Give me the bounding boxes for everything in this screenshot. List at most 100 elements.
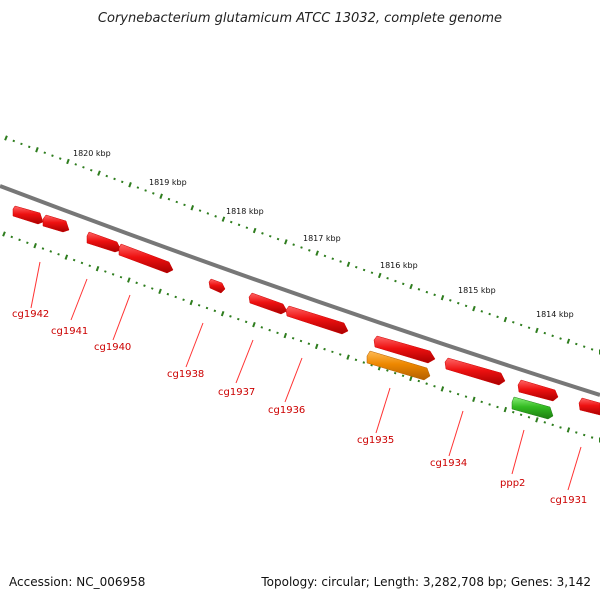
scale-label-1817: 1817 kbp — [303, 234, 341, 243]
inner-track-tick — [213, 309, 217, 313]
outer-track-tick — [128, 182, 132, 188]
gene-cg1935-a[interactable] — [373, 335, 436, 364]
inner-track-tick — [64, 254, 69, 260]
outer-track-tick — [183, 203, 186, 207]
gene-label-cg1931[interactable]: cg1931 — [550, 495, 587, 506]
inner-track-tick — [323, 347, 326, 351]
outer-track-tick — [82, 166, 85, 169]
inner-track-tick — [276, 331, 279, 335]
outer-track-tick — [206, 212, 210, 215]
gene-cg1938[interactable] — [208, 278, 226, 294]
gene-label-cg1940[interactable]: cg1940 — [94, 342, 131, 353]
inner-track-tick — [362, 361, 366, 364]
inner-track-tick — [174, 295, 177, 299]
outer-track-tick — [152, 192, 155, 195]
inner-track-tick — [433, 384, 436, 388]
leader-cg1938 — [185, 322, 204, 368]
scale-label-1815: 1815 kbp — [458, 286, 496, 295]
genes — [12, 205, 600, 420]
gene-cg1937[interactable] — [248, 292, 288, 315]
gene-cg1940-b[interactable] — [118, 243, 174, 274]
inner-track-tick — [189, 299, 194, 306]
scale-label-1819: 1819 kbp — [149, 178, 187, 187]
outer-track-tick — [43, 151, 47, 154]
gene-label-cg1935[interactable]: cg1935 — [357, 435, 394, 446]
outer-track-tick — [559, 337, 562, 340]
gene-cg1941[interactable] — [42, 214, 70, 233]
gene-cg1936[interactable] — [285, 305, 349, 335]
map-title: Corynebacterium glutamicum ATCC 13032, c… — [98, 11, 502, 26]
outer-track-tick — [252, 227, 257, 234]
inner-track-tick — [480, 400, 483, 404]
outer-track-tick — [105, 174, 109, 178]
gene-label-cg1934[interactable]: cg1934 — [430, 458, 467, 469]
inner-track-tick — [511, 410, 515, 414]
scale-labels: 1820 kbp 1819 kbp 1818 kbp 1817 kbp 1816… — [73, 149, 574, 319]
outer-track-tick — [496, 315, 499, 319]
inner-track-tick — [252, 321, 256, 328]
inner-track-tick — [456, 392, 460, 396]
inner-track-tick — [166, 292, 170, 296]
outer-track-tick — [51, 154, 54, 157]
gene-cg1940-a[interactable] — [86, 231, 122, 253]
outer-track-tick — [4, 135, 8, 141]
gene-label-ppp2[interactable]: ppp2 — [500, 478, 525, 489]
outer-track-tick — [35, 147, 39, 153]
inner-track-tick — [488, 403, 491, 406]
outer-track-tick — [386, 276, 389, 280]
inner-track-tick — [535, 417, 539, 423]
inner-track-tick — [503, 406, 508, 413]
outer-track-tick — [339, 260, 342, 263]
gene-cg1935-orange[interactable] — [366, 350, 431, 381]
outer-track-tick — [440, 294, 445, 301]
leader-cg1941 — [70, 278, 88, 321]
inner-track-tick — [346, 354, 350, 360]
gene-label-cg1937[interactable]: cg1937 — [218, 387, 255, 398]
gene-ppp2[interactable] — [511, 396, 554, 420]
outer-track-tick — [346, 261, 351, 268]
inner-track-tick — [229, 315, 232, 318]
outer-track-tick — [276, 237, 280, 241]
gene-cg1934[interactable] — [444, 357, 506, 386]
leader-ppp2 — [511, 429, 525, 475]
outer-track-tick — [488, 312, 491, 316]
outer-track-tick — [308, 249, 311, 252]
outer-track-tick — [284, 239, 288, 245]
inner-track-tick — [41, 247, 45, 250]
outer-track-tick — [370, 271, 374, 274]
gene-label-cg1936[interactable]: cg1936 — [268, 405, 305, 416]
outer-track-tick — [58, 157, 62, 160]
outer-track-tick — [237, 223, 241, 227]
outer-track-tick — [354, 265, 358, 269]
gene-ppp2-red[interactable] — [517, 379, 559, 402]
outer-track-tick — [198, 209, 202, 212]
leader-cg1937 — [235, 339, 254, 384]
outer-track-tick — [362, 268, 366, 272]
inner-track-tick — [354, 358, 358, 362]
inner-track-tick — [299, 339, 303, 343]
gene-label-cg1938[interactable]: cg1938 — [167, 369, 204, 380]
inner-track-tick — [111, 273, 115, 276]
inner-track-tick — [590, 436, 594, 439]
inner-track-tick — [543, 421, 547, 424]
gene-cg1942[interactable] — [12, 205, 44, 225]
inner-track-tick — [575, 431, 578, 434]
outer-track-tick — [331, 257, 335, 261]
scale-label-1816: 1816 kbp — [380, 261, 418, 270]
gene-cg1931[interactable] — [578, 397, 600, 416]
inner-track-tick — [268, 328, 271, 332]
gene-label-cg1942[interactable]: cg1942 — [12, 309, 49, 320]
outer-track-tick — [214, 215, 217, 218]
inner-track-tick — [338, 353, 342, 356]
outer-track-tick — [527, 326, 531, 329]
outer-track-tick — [120, 180, 124, 184]
inner-track-tick — [291, 336, 295, 340]
topology-text: Topology: circular; Length: 3,282,708 bp… — [260, 575, 591, 589]
gene-label-cg1941[interactable]: cg1941 — [51, 326, 88, 337]
inner-track-tick — [158, 288, 162, 295]
inner-track-tick — [566, 427, 571, 433]
outer-track-tick — [74, 163, 78, 166]
inner-track-tick — [80, 261, 84, 265]
outer-track-tick — [113, 177, 116, 181]
inner-track-tick — [119, 275, 123, 279]
